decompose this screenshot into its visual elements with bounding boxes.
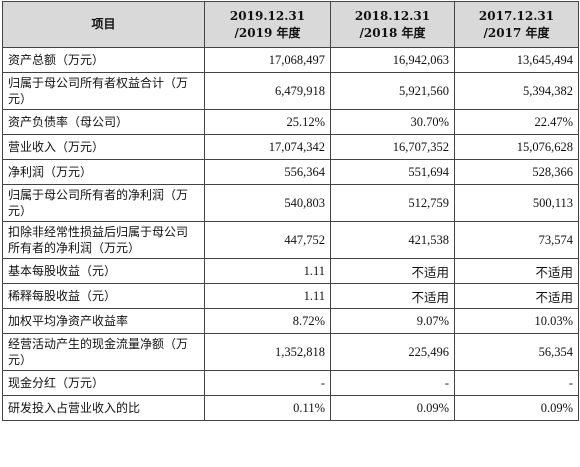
cell-2019: 540,803: [204, 184, 331, 222]
cell-2017: 5,394,382: [454, 72, 579, 110]
row-label: 加权平均净资产收益率: [2, 308, 205, 334]
header-col-2019: 2019.12.31/2019 年度: [204, 1, 331, 48]
table-row: 经营活动产生的现金流量净额（万元） 1,352,818 225,496 56,3…: [2, 333, 579, 371]
cell-2018: 30.70%: [330, 109, 455, 135]
cell-2017: -: [454, 370, 579, 396]
header-col-2018-date: 2018.12.31: [354, 8, 431, 23]
cell-2018: 不适用: [330, 258, 455, 284]
header-row: 项目 2019.12.31/2019 年度 2018.12.31/2018 年度…: [2, 1, 579, 48]
row-label: 资产负债率（母公司）: [2, 109, 205, 135]
table-header: 项目 2019.12.31/2019 年度 2018.12.31/2018 年度…: [2, 1, 579, 48]
row-label: 扣除非经常性损益后归属于母公司所有者的净利润（万元）: [2, 221, 205, 259]
row-label: 现金分红（万元）: [2, 370, 205, 396]
table-row: 基本每股收益（元） 1.11 不适用 不适用: [2, 258, 579, 284]
table-row: 净利润（万元） 556,364 551,694 528,366: [2, 159, 579, 185]
row-label: 资产总额（万元）: [2, 47, 205, 73]
cell-2019: 1.11: [204, 258, 331, 284]
row-label: 经营活动产生的现金流量净额（万元）: [2, 333, 205, 371]
table-row: 资产总额（万元） 17,068,497 16,942,063 13,645,49…: [2, 47, 579, 73]
cell-2017: 56,354: [454, 333, 579, 371]
cell-2018: 9.07%: [330, 308, 455, 334]
cell-2018: 不适用: [330, 283, 455, 309]
cell-2019: 17,068,497: [204, 47, 331, 73]
header-col-2017-date: 2017.12.31: [478, 8, 555, 23]
table-row: 扣除非经常性损益后归属于母公司所有者的净利润（万元） 447,752 421,5…: [2, 221, 579, 259]
header-col-2018: 2018.12.31/2018 年度: [330, 1, 455, 48]
cell-2017: 不适用: [454, 283, 579, 309]
cell-2019: 447,752: [204, 221, 331, 259]
cell-2018: 16,942,063: [330, 47, 455, 73]
table-row: 营业收入（万元） 17,074,342 16,707,352 15,076,62…: [2, 134, 579, 160]
cell-2018: 225,496: [330, 333, 455, 371]
cell-2019: 25.12%: [204, 109, 331, 135]
cell-2019: 556,364: [204, 159, 331, 185]
header-col-2017: 2017.12.31/2017 年度: [454, 1, 579, 48]
row-label: 稀释每股收益（元）: [2, 283, 205, 309]
cell-2017: 500,113: [454, 184, 579, 222]
row-label: 基本每股收益（元）: [2, 258, 205, 284]
row-label: 研发投入占营业收入的比: [2, 395, 205, 421]
cell-2019: -: [204, 370, 331, 396]
table-row: 现金分红（万元） - - -: [2, 370, 579, 396]
cell-2017: 22.47%: [454, 109, 579, 135]
table-row: 资产负债率（母公司） 25.12% 30.70% 22.47%: [2, 109, 579, 135]
cell-2019: 1.11: [204, 283, 331, 309]
table-row: 稀释每股收益（元） 1.11 不适用 不适用: [2, 283, 579, 309]
header-col-2019-date: 2019.12.31: [229, 8, 306, 23]
row-label: 净利润（万元）: [2, 159, 205, 185]
cell-2018: 551,694: [330, 159, 455, 185]
cell-2017: 13,645,494: [454, 47, 579, 73]
table-row: 加权平均净资产收益率 8.72% 9.07% 10.03%: [2, 308, 579, 334]
header-col-2019-year: /2019 年度: [234, 25, 301, 40]
cell-2019: 1,352,818: [204, 333, 331, 371]
cell-2019: 6,479,918: [204, 72, 331, 110]
cell-2018: 512,759: [330, 184, 455, 222]
cell-2017: 528,366: [454, 159, 579, 185]
header-col-2017-year: /2017 年度: [483, 25, 550, 40]
row-label: 营业收入（万元）: [2, 134, 205, 160]
cell-2018: 0.09%: [330, 395, 455, 421]
cell-2019: 17,074,342: [204, 134, 331, 160]
cell-2017: 不适用: [454, 258, 579, 284]
table-body: 资产总额（万元） 17,068,497 16,942,063 13,645,49…: [2, 47, 579, 421]
header-col-2018-year: /2018 年度: [359, 25, 426, 40]
cell-2017: 73,574: [454, 221, 579, 259]
cell-2018: 5,921,560: [330, 72, 455, 110]
cell-2019: 8.72%: [204, 308, 331, 334]
cell-2017: 0.09%: [454, 395, 579, 421]
cell-2018: -: [330, 370, 455, 396]
cell-2018: 421,538: [330, 221, 455, 259]
cell-2018: 16,707,352: [330, 134, 455, 160]
cell-2017: 15,076,628: [454, 134, 579, 160]
row-label: 归属于母公司所有者权益合计（万元）: [2, 72, 205, 110]
financial-summary-table: 项目 2019.12.31/2019 年度 2018.12.31/2018 年度…: [2, 1, 579, 421]
cell-2019: 0.11%: [204, 395, 331, 421]
cell-2017: 10.03%: [454, 308, 579, 334]
table-row: 研发投入占营业收入的比 0.11% 0.09% 0.09%: [2, 395, 579, 421]
table-row: 归属于母公司所有者的净利润（万元） 540,803 512,759 500,11…: [2, 184, 579, 222]
header-item: 项目: [2, 1, 205, 48]
row-label: 归属于母公司所有者的净利润（万元）: [2, 184, 205, 222]
table-row: 归属于母公司所有者权益合计（万元） 6,479,918 5,921,560 5,…: [2, 72, 579, 110]
